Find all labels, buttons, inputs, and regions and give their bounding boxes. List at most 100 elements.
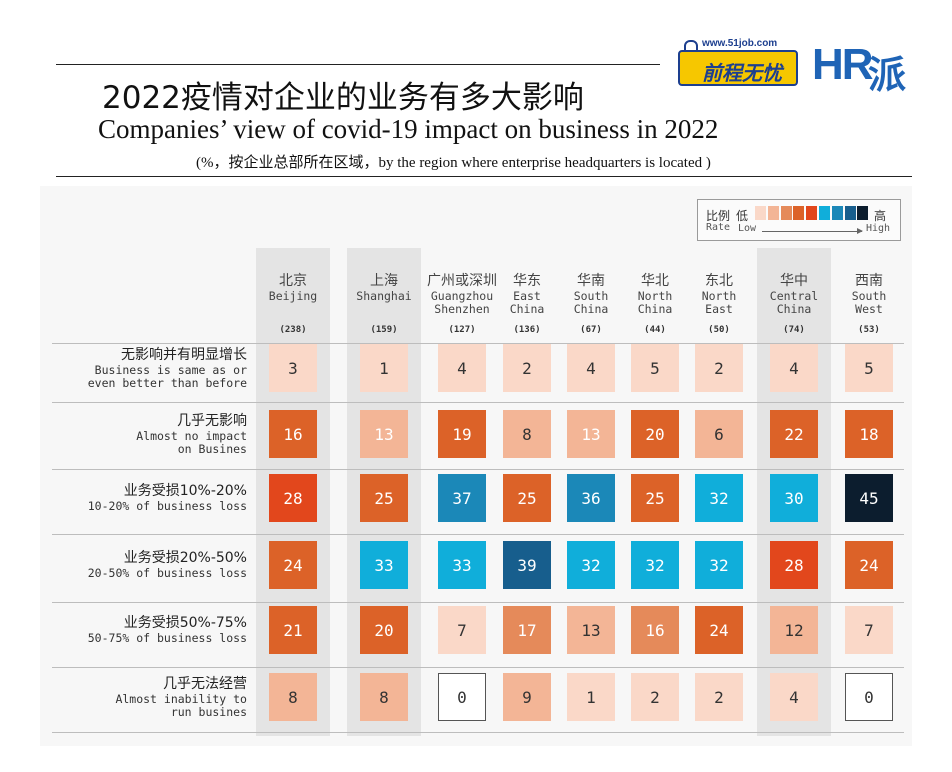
row-label-en: Almost inability to — [115, 691, 247, 706]
heatmap-cell: 4 — [770, 344, 818, 392]
heatmap-cell: 3 — [269, 344, 317, 392]
row-divider — [52, 469, 904, 470]
column-header-en: East — [513, 289, 541, 303]
column-header-zh: 东北 — [705, 273, 733, 289]
row-divider — [52, 667, 904, 668]
heatmap-cell: 2 — [695, 673, 743, 721]
heatmap-cell: 8 — [503, 410, 551, 458]
heatmap-cell: 18 — [845, 410, 893, 458]
row-label-zh: 业务受损20%-50% — [123, 550, 247, 566]
column-header-en: Shanghai — [356, 289, 412, 303]
row-label-en: run busines — [170, 704, 247, 719]
heatmap-cell: 1 — [360, 344, 408, 392]
legend-swatch — [844, 206, 856, 220]
heatmap-cell: 4 — [567, 344, 615, 392]
column-sample-size: (67) — [580, 325, 602, 335]
column-header-en: Guangzhou — [430, 289, 494, 303]
row-label-zh: 业务受损10%-20% — [123, 483, 247, 499]
chart-title-english: Companies’ view of covid-19 impact on bu… — [98, 114, 719, 144]
row-label-en: 50-75% of business loss — [87, 631, 247, 645]
column-sample-size: (127) — [448, 325, 476, 335]
chart-title-chinese: 2022疫情对企业的业务有多大影响 — [102, 80, 584, 116]
column-header-en: Beijing — [268, 289, 318, 303]
heatmap-cell: 22 — [770, 410, 818, 458]
row-label-en: Business is same as or — [94, 362, 247, 377]
heatmap-cell: 24 — [269, 541, 317, 589]
column-header: 上海 Shanghai (159) — [344, 272, 424, 335]
hr-logo-text: HR — [812, 40, 874, 89]
heatmap-cell: 32 — [631, 541, 679, 589]
row-label-en: on Busines — [177, 441, 247, 456]
column-header: 华北 North China (44) — [615, 272, 695, 335]
hr-logo-pai: 派 — [868, 53, 907, 97]
heatmap-cell: 32 — [695, 474, 743, 522]
row-label: 业务受损10%-20% 10-20% of business loss — [88, 483, 247, 513]
row-divider — [52, 732, 904, 733]
column-header-zh: 华北 — [641, 273, 669, 289]
heatmap-cell: 9 — [503, 673, 551, 721]
heatmap-cell: 7 — [845, 606, 893, 654]
heatmap-cell: 21 — [269, 606, 317, 654]
column-sample-size: (136) — [513, 325, 541, 335]
column-sample-size: (44) — [644, 325, 666, 335]
heatmap-cell: 37 — [438, 474, 486, 522]
heatmap-cell: 13 — [567, 410, 615, 458]
row-divider — [52, 534, 904, 535]
heatmap-cell: 8 — [360, 673, 408, 721]
row-label-zh: 无影响并有明显增长 — [121, 346, 247, 363]
column-header: 华南 South China (67) — [551, 272, 631, 335]
column-header-zh: 广州或深圳 — [427, 273, 497, 289]
row-label-en: 20-50% of business loss — [87, 566, 247, 580]
heatmap-cell: 25 — [503, 474, 551, 522]
heatmap-cell: 25 — [631, 474, 679, 522]
heatmap-cell: 7 — [438, 606, 486, 654]
legend-swatch — [767, 206, 779, 220]
row-label-en: even better than before — [87, 375, 247, 390]
title-bottom-rule — [56, 176, 912, 177]
heatmap-cell: 2 — [503, 344, 551, 392]
row-label-zh: 几乎无法经营 — [163, 675, 247, 692]
row-divider — [52, 602, 904, 603]
column-header: 华东 East China (136) — [487, 272, 567, 335]
row-label: 无影响并有明显增长 Business is same as or even bett… — [88, 347, 247, 390]
row-label-zh: 业务受损50%-75% — [123, 615, 247, 631]
column-header-en: South — [851, 289, 887, 303]
heatmap-cell: 16 — [631, 606, 679, 654]
heatmap-cell: 0 — [845, 673, 893, 721]
legend-swatch — [755, 206, 766, 220]
legend-low-en: Low — [738, 223, 757, 234]
heatmap-cell: 20 — [631, 410, 679, 458]
heatmap-cell: 28 — [269, 474, 317, 522]
column-header-en: China — [573, 302, 609, 316]
heatmap-cell: 1 — [567, 673, 615, 721]
heatmap-cell: 25 — [360, 474, 408, 522]
heatmap-cell: 5 — [631, 344, 679, 392]
hr-pai-logo: HR 派 — [812, 40, 912, 97]
color-legend: 比例 低 高 Rate Low High — [697, 199, 901, 241]
legend-swatch — [806, 206, 818, 220]
column-sample-size: (53) — [858, 325, 880, 335]
heatmap-cell: 36 — [567, 474, 615, 522]
column-header-zh: 华东 — [513, 273, 541, 289]
row-label: 几乎无影响 Almost no impact on Busines — [136, 413, 247, 456]
column-header: 华中 Central China (74) — [754, 272, 834, 335]
heatmap-cell: 0 — [438, 673, 486, 721]
column-header-en: China — [776, 302, 812, 316]
row-label-en: 10-20% of business loss — [87, 499, 247, 513]
column-header-en: North — [637, 289, 673, 303]
heatmap-cell: 4 — [770, 673, 818, 721]
heatmap-cell: 24 — [845, 541, 893, 589]
legend-label-en: Rate — [706, 222, 731, 233]
column-sample-size: (159) — [370, 325, 398, 335]
legend-swatch — [831, 206, 843, 220]
heatmap-cell: 32 — [567, 541, 615, 589]
column-header: 西南 South West (53) — [829, 272, 909, 335]
legend-high-zh: 高 — [874, 209, 887, 223]
legend-label-zh: 比例 — [706, 209, 731, 223]
column-header-en: China — [509, 302, 545, 316]
heatmap-cell: 13 — [567, 606, 615, 654]
heatmap-cell: 8 — [269, 673, 317, 721]
column-sample-size: (238) — [279, 325, 307, 335]
heatmap-cell: 20 — [360, 606, 408, 654]
column-header: 东北 North East (50) — [679, 272, 759, 335]
